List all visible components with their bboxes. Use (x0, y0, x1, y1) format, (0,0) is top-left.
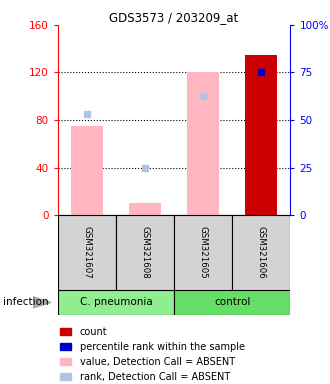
Bar (174, 290, 290, 315)
Text: value, Detection Call = ABSENT: value, Detection Call = ABSENT (80, 357, 235, 367)
Text: percentile rank within the sample: percentile rank within the sample (80, 342, 245, 352)
Text: GSM321608: GSM321608 (141, 226, 149, 279)
Bar (129, 203, 161, 215)
Bar (187, 73, 219, 215)
Bar (60, 343, 71, 350)
Bar (116, 215, 174, 290)
Text: C. pneumonia: C. pneumonia (80, 297, 152, 308)
Text: control: control (214, 297, 250, 308)
Bar (71, 126, 103, 215)
Bar (174, 215, 232, 290)
Text: GSM321605: GSM321605 (199, 226, 208, 279)
Bar (58, 290, 174, 315)
Text: GSM321606: GSM321606 (257, 226, 266, 279)
Text: count: count (80, 327, 107, 337)
Title: GDS3573 / 203209_at: GDS3573 / 203209_at (110, 11, 239, 24)
Bar (60, 328, 71, 336)
Bar (58, 215, 116, 290)
Bar (60, 358, 71, 365)
Bar (232, 215, 290, 290)
Text: GSM321607: GSM321607 (82, 226, 91, 279)
Text: rank, Detection Call = ABSENT: rank, Detection Call = ABSENT (80, 372, 230, 382)
Text: infection: infection (3, 297, 49, 308)
Polygon shape (33, 297, 51, 308)
Bar (245, 55, 277, 215)
Bar (60, 373, 71, 380)
